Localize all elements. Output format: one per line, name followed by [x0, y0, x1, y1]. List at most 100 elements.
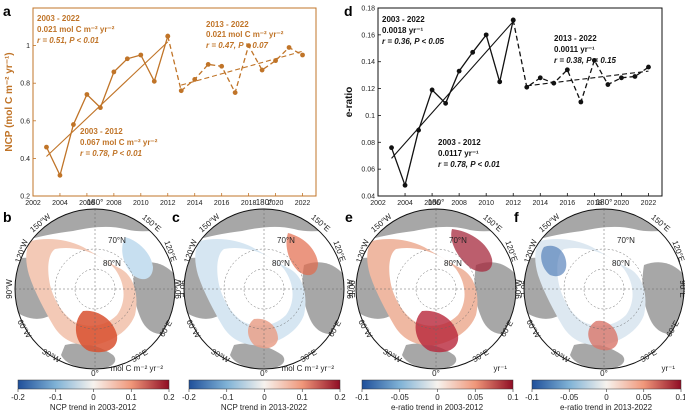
x-tick-label: 2014 — [532, 200, 548, 207]
colorbar-caption-b: NCP trend in 2003-2012 — [50, 403, 137, 412]
data-point — [497, 79, 503, 85]
colorbar-tick-label: 0 — [435, 393, 440, 402]
hotspot-e-2 — [451, 229, 493, 272]
annotation-d-2-period: 2013 - 2022 — [554, 34, 597, 43]
y-tick-label: 0.06 — [361, 167, 375, 174]
x-tick-label: 2022 — [641, 200, 657, 207]
data-point — [524, 84, 530, 90]
annotation-d-3-rate: 0.0117 yr⁻¹ — [438, 149, 479, 158]
data-point — [192, 77, 198, 82]
trend-line — [391, 21, 514, 159]
colorbar-tick-label: -0.05 — [560, 393, 579, 402]
annotation-a-3-period: 2003 - 2012 — [80, 127, 123, 136]
x-tick-label: 2002 — [25, 200, 41, 207]
colorbar-tick-label: -0.1 — [525, 393, 539, 402]
annotations-d: 2003 - 2022 0.0018 yr⁻¹ r = 0.36, P < 0.… — [382, 15, 617, 169]
coldspot-b — [122, 237, 153, 280]
graticule-e — [356, 209, 516, 369]
hotspot-c — [248, 318, 278, 349]
graticule-c — [184, 209, 344, 369]
data-point — [578, 99, 584, 105]
land-siberia — [133, 262, 175, 334]
y-tick-label: 0.8 — [20, 81, 30, 88]
annotation-a-2-period: 2013 - 2022 — [206, 20, 249, 29]
ticks-a: 2002 2004 2006 2008 2010 2012 2014 2016 2018 2020… — [20, 43, 310, 207]
data-point — [632, 74, 638, 79]
data-point — [389, 145, 394, 151]
data-point — [402, 182, 408, 188]
trend-line — [526, 70, 649, 87]
colorbar-ticks-c: -0.2 -0.1 0 0.1 0.2 — [182, 389, 346, 402]
data-point — [483, 32, 489, 38]
data-point — [138, 52, 144, 58]
x-tick-label: 2014 — [187, 200, 203, 207]
x-tick-label: 2008 — [451, 200, 467, 207]
trend-line — [46, 41, 169, 157]
maplab-0: 0° — [432, 369, 440, 378]
data-point — [564, 67, 570, 73]
x-tick-label: 2010 — [133, 200, 149, 207]
ticks-d: 2002 2004 2006 2008 2010 2012 2014 2016 2018 2020… — [361, 6, 656, 208]
annotation-d-3-period: 2003 - 2012 — [438, 138, 481, 147]
land-siberia — [642, 262, 684, 334]
y-tick-label: 0.4 — [20, 156, 30, 163]
colorbar-tick-label: -0.05 — [391, 393, 410, 402]
data-point — [97, 105, 103, 111]
colorbar-f — [531, 379, 682, 390]
maplab-70n: 70°N — [617, 236, 635, 245]
data-point — [619, 75, 624, 81]
data-point — [84, 92, 90, 97]
colorbar-tick-label: 0.1 — [507, 393, 519, 402]
data-point — [510, 17, 516, 23]
data-point — [111, 69, 117, 75]
maplab-80n: 80°N — [444, 259, 462, 268]
maplab-0: 0° — [91, 369, 99, 378]
colorbar-tick-label: 0.1 — [297, 393, 309, 402]
annotation-a-3-stat: r = 0.78, P < 0.01 — [80, 149, 143, 158]
x-tick-label: 2020 — [268, 200, 284, 207]
panel-a: a 2002 2004 2006 2008 2010 2012 2014 2016 2018 20… — [3, 3, 317, 207]
coldspot-c — [286, 233, 318, 276]
x-tick-label: 2010 — [478, 200, 494, 207]
maplab-80n: 80°N — [272, 259, 290, 268]
ylabel-d: e-ratio — [344, 87, 355, 118]
x-tick-label: 2008 — [106, 200, 122, 207]
data-point — [205, 62, 211, 67]
colorbar-tick-label: 0.1 — [675, 393, 685, 402]
land-scandinavia — [570, 343, 625, 369]
land-siberia — [302, 262, 344, 334]
x-tick-label: 2022 — [295, 200, 311, 207]
map-border-e — [355, 208, 517, 370]
data-point — [456, 68, 462, 74]
y-tick-label: 1 — [26, 43, 30, 50]
map-border-b — [14, 208, 176, 370]
maplab-0: 0° — [600, 369, 608, 378]
maplab-70n: 70°N — [108, 236, 126, 245]
annotation-a-2-rate: 0.021 mol C m⁻² yr⁻² — [206, 30, 284, 39]
map-panel-b: b 180° 150°W 150°E 120°W 120°E — [3, 198, 187, 412]
data-point — [537, 75, 543, 81]
land-scandinavia — [230, 343, 285, 369]
maplab-70n: 70°N — [277, 236, 295, 245]
x-tick-label: 2002 — [370, 200, 386, 207]
colorbar-unit-b: mol C m⁻² yr⁻² — [111, 364, 164, 373]
data-point — [443, 100, 449, 106]
data-point — [178, 88, 184, 94]
colorbar-tick-label: 0.05 — [467, 393, 483, 402]
panel-letter-d: d — [344, 3, 353, 19]
maplab-90w: 90°W — [5, 279, 14, 299]
axes-frame-d — [377, 7, 663, 197]
data-point — [273, 58, 278, 64]
annotation-d-1-rate: 0.0018 yr⁻¹ — [382, 26, 423, 35]
annotation-d-2-rate: 0.0011 yr⁻¹ — [554, 45, 595, 54]
colorbar-tick-label: 0.05 — [636, 393, 652, 402]
data-point — [551, 80, 557, 86]
panel-letter-b: b — [3, 209, 12, 225]
x-tick-label: 2018 — [241, 200, 257, 207]
data-point — [219, 63, 225, 69]
series-line-2003-2012 — [390, 19, 514, 188]
annotation-a-2-stat: r = 0.47, P = 0.07 — [206, 41, 269, 50]
colorbar-unit-f: yr⁻¹ — [661, 364, 675, 373]
x-tick-label: 2006 — [79, 200, 95, 207]
colorbar-tick-label: -0.1 — [355, 393, 369, 402]
